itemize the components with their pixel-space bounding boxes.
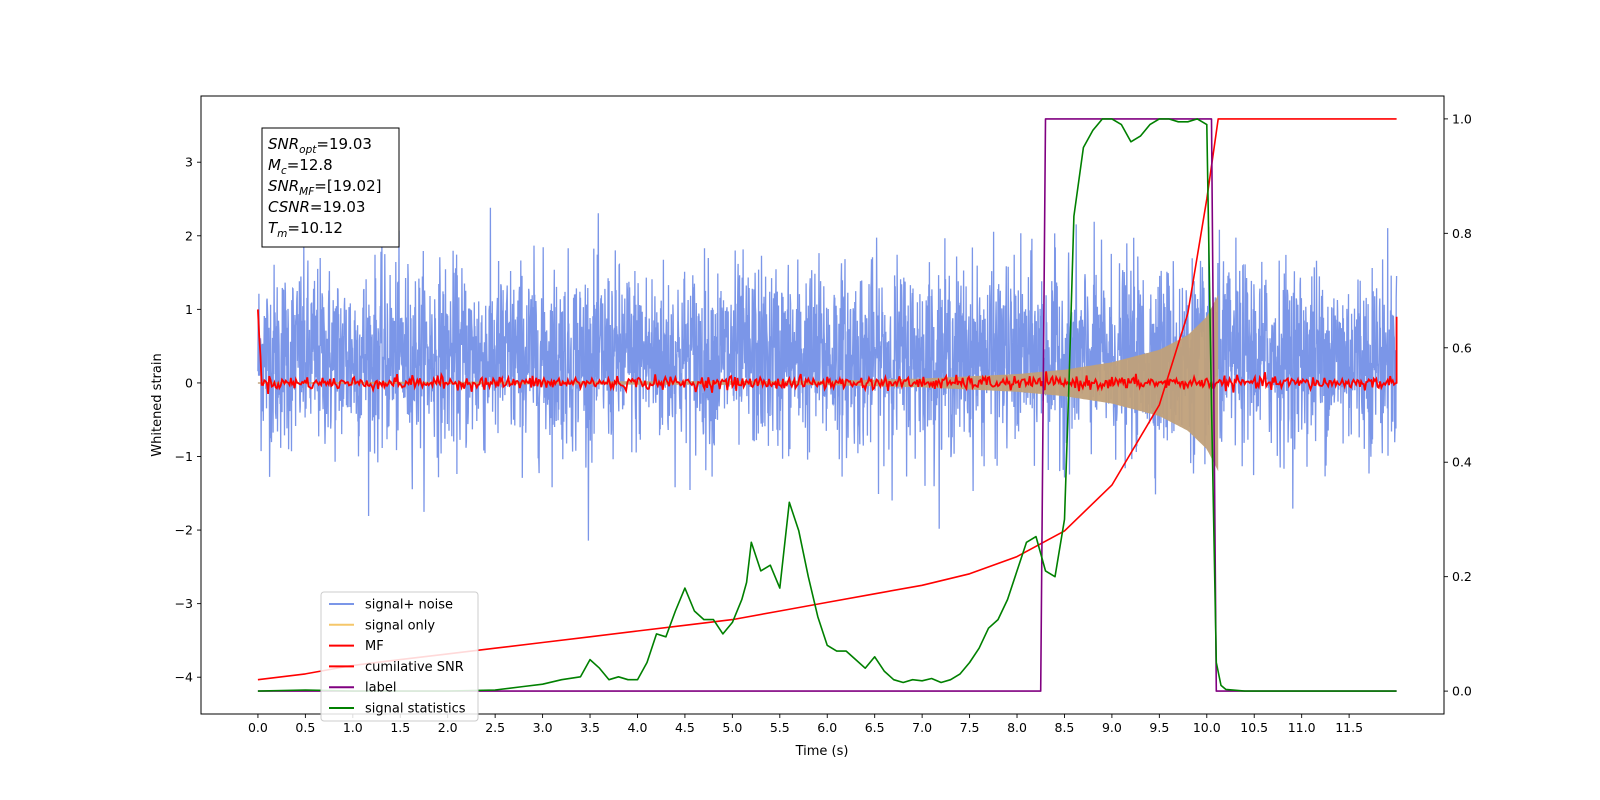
x-tick-label: 9.5 [1149,720,1169,735]
y2-tick-label: 1.0 [1452,111,1472,126]
x-tick-label: 2.5 [485,720,505,735]
x-tick-label: 11.5 [1335,720,1363,735]
annotation-line: SNRMF=[19.02] [268,177,382,198]
annotation-subscript: MF [299,186,315,198]
x-tick-label: 3.0 [533,720,553,735]
x-tick-label: 0.5 [295,720,315,735]
x-tick-label: 6.5 [865,720,885,735]
annotation-value: =19.03 [310,198,366,216]
x-tick-label: 11.0 [1288,720,1316,735]
x-tick-label: 8.5 [1055,720,1075,735]
y-tick-label: 1 [185,302,193,317]
legend: signal+ noise signal only MF cumilative SNR… [320,591,479,722]
annotation-symbol: SNR [268,135,299,153]
x-tick-label: 4.5 [675,720,695,735]
x-tick-label: 2.0 [438,720,458,735]
y2-tick-label: 0.0 [1452,684,1472,699]
annotation-line: SNRopt=19.03 [268,135,372,156]
x-axis-label: Time (s) [795,744,849,759]
annotation-symbol: SNR [268,177,299,195]
annotation-value: =19.03 [316,135,372,153]
legend-entry: signal statistics [365,702,466,717]
annotation-line: Mc=12.8 [268,156,333,177]
annotation-value: =12.8 [287,156,333,174]
legend-entry: MF [365,639,384,654]
annotation-symbol: T [268,219,279,237]
y-tick-label: −2 [175,523,193,538]
x-tick-label: 5.5 [770,720,790,735]
y-tick-label: 2 [185,228,193,243]
x-axis-ticks: 0.0 0.5 1.0 1.5 2.0 2.5 3.0 3.5 4.0 4.5 5.0 5.5 6.0 6… [248,714,1363,735]
mf-line [257,309,1398,395]
annotation-symbol: CSNR [268,198,310,216]
x-tick-label: 5.0 [722,720,742,735]
x-tick-label: 9.0 [1102,720,1122,735]
x-tick-label: 1.5 [390,720,410,735]
x-tick-label: 0.0 [248,720,268,735]
annotation-value: =[19.02] [314,177,381,195]
y-tick-label: −1 [175,449,193,464]
legend-frame [320,591,479,722]
annotation-subscript: m [277,228,287,240]
annotation-line: CSNR=19.03 [268,198,365,216]
y-tick-label: 0 [185,375,193,390]
axes-frame [200,95,1445,715]
legend-entry: cumilative SNR [365,660,464,675]
y2-axis-ticks: 1.0 0.8 0.6 0.4 0.2 0.0 [1444,111,1472,699]
legend-entry: signal only [365,618,435,633]
y2-tick-label: 0.2 [1452,569,1472,584]
x-tick-label: 8.0 [1007,720,1027,735]
x-tick-label: 1.0 [343,720,363,735]
x-tick-label: 3.5 [580,720,600,735]
annotation-subscript: opt [299,144,317,156]
y-tick-label: 3 [185,155,193,170]
x-tick-label: 6.0 [817,720,837,735]
signal-statistics-line [257,118,1397,692]
annotation-symbol: M [268,156,281,174]
y-tick-label: −4 [175,670,193,685]
y2-tick-label: 0.6 [1452,340,1472,355]
mf-series [257,309,1398,395]
annotation-box: SNRopt=19.03Mc=12.8SNRMF=[19.02]CSNR=19.… [261,127,400,248]
annotation-subscript: c [281,165,287,177]
signal-statistics-series [257,118,1397,692]
y2-tick-label: 0.4 [1452,455,1472,470]
annotation-line: Tm=10.12 [268,219,343,240]
x-tick-label: 10.5 [1240,720,1268,735]
x-tick-label: 7.5 [960,720,980,735]
y-tick-label: −3 [175,596,193,611]
x-tick-label: 7.0 [912,720,932,735]
annotation-frame [261,127,400,248]
y2-tick-label: 0.8 [1452,226,1472,241]
annotation-value: =10.12 [287,219,343,237]
x-tick-label: 10.0 [1193,720,1221,735]
legend-entry: label [365,681,396,696]
legend-entry: signal+ noise [365,598,453,613]
x-tick-label: 4.0 [628,720,648,735]
y-axis-label: Whitened strain [150,353,165,456]
y-axis-ticks: 3 2 1 0 −1 −2 −3 −4 [175,155,201,685]
